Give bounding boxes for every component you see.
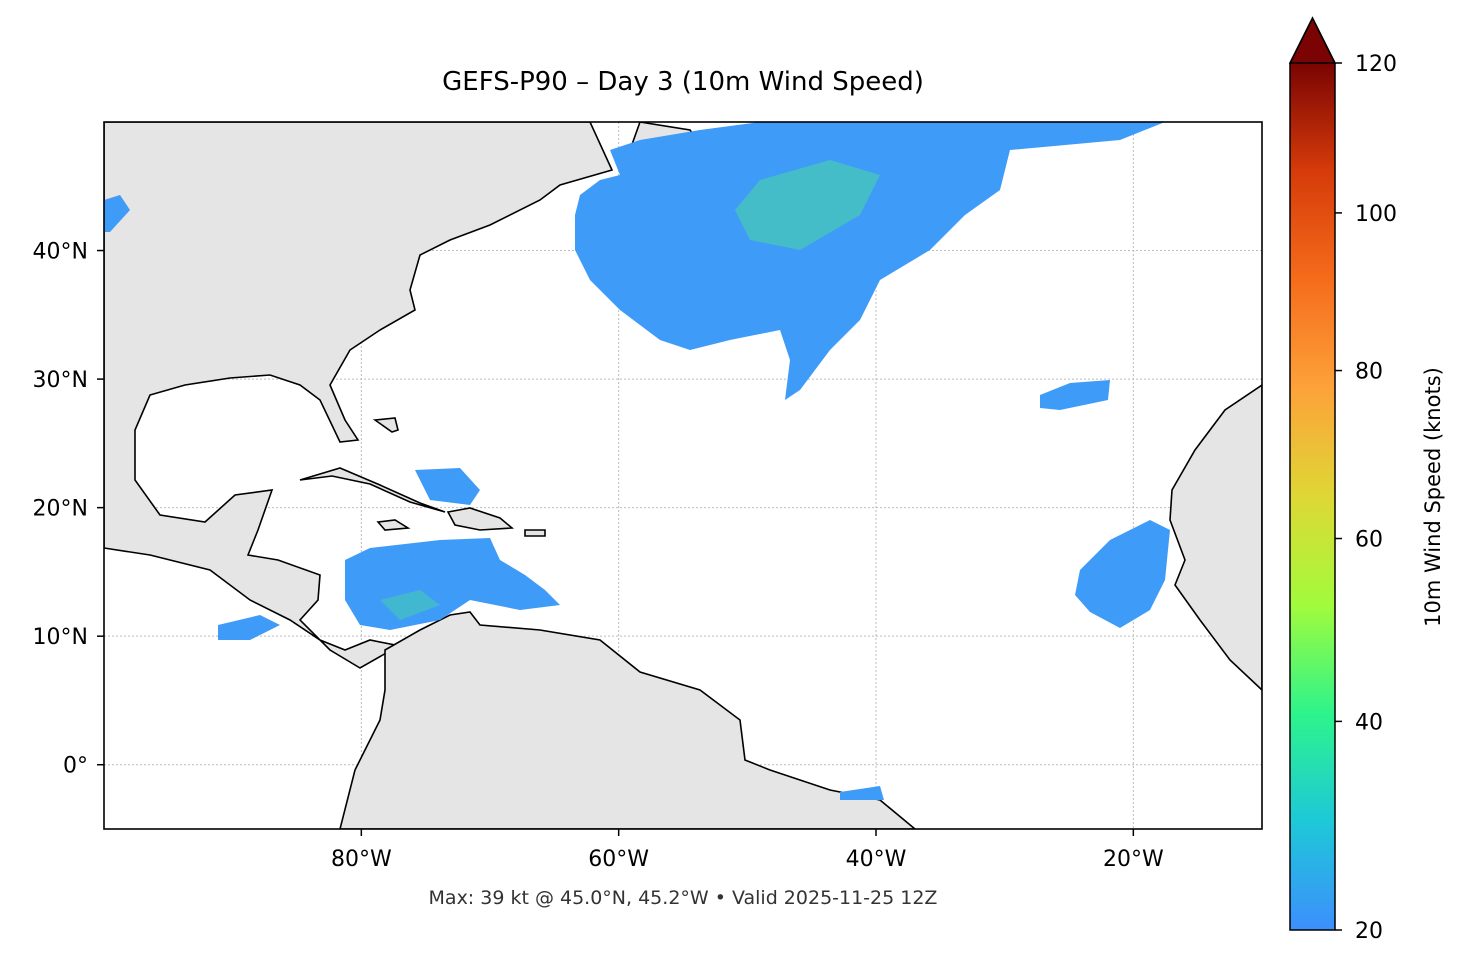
colorbar-label: 10m Wind Speed (knots)	[1421, 367, 1445, 627]
footer-note: Max: 39 kt @ 45.0°N, 45.2°W • Valid 2025…	[429, 887, 938, 909]
y-tick-label: 40°N	[33, 240, 88, 265]
y-tick-label: 30°N	[33, 368, 88, 393]
wind-core	[380, 590, 440, 620]
y-tick-label: 20°N	[33, 497, 88, 522]
x-tick-label: 80°W	[331, 847, 392, 872]
wind-area	[345, 538, 560, 630]
colorbar-frame	[1289, 16, 1336, 931]
land	[104, 122, 1262, 829]
hispaniola	[446, 507, 515, 531]
colorbar-extend	[1288, 16, 1337, 64]
bahamas	[372, 417, 399, 433]
wind-area	[218, 615, 280, 640]
x-tick-label: 20°W	[1103, 847, 1164, 872]
puerto-rico	[524, 529, 546, 537]
x-tick-label: 60°W	[588, 847, 649, 872]
wind-area	[104, 195, 130, 232]
colorbar-tick-label: 80	[1355, 360, 1383, 385]
wind-area	[1075, 520, 1170, 628]
wind-area	[575, 122, 1165, 400]
colorbar	[1290, 63, 1335, 930]
y-tick-label: 0°	[63, 754, 88, 779]
cuba	[299, 467, 446, 513]
wind-field	[104, 122, 1170, 800]
wind-area	[1040, 380, 1110, 410]
y-tick-label: 10°N	[33, 625, 88, 650]
colorbar-tick-label: 20	[1355, 919, 1383, 944]
colorbar-tick-label: 60	[1355, 528, 1383, 553]
south-america	[339, 611, 917, 829]
map-frame	[103, 121, 1263, 830]
wind-area	[415, 468, 480, 505]
jamaica	[376, 519, 411, 531]
north-america	[104, 122, 614, 669]
colorbar-tick-label: 120	[1355, 52, 1397, 77]
wind-area	[840, 786, 884, 800]
colorbar-tick-label: 100	[1355, 202, 1397, 227]
africa	[1169, 384, 1262, 692]
wind-core	[735, 160, 880, 250]
map-title: GEFS-P90 – Day 3 (10m Wind Speed)	[442, 67, 924, 97]
x-tick-label: 40°W	[846, 847, 907, 872]
colorbar-tick-label: 40	[1355, 710, 1383, 735]
